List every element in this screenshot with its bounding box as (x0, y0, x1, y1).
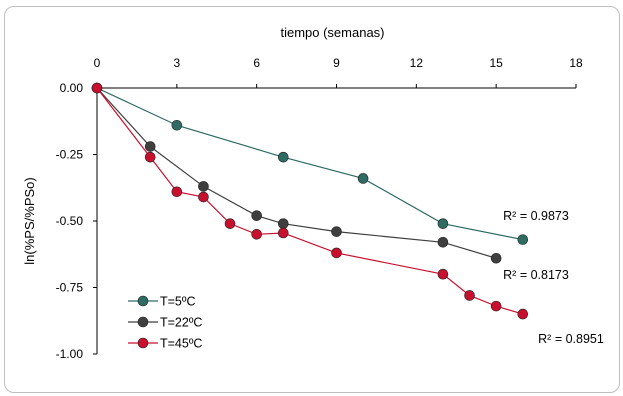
data-point (464, 290, 475, 301)
series-1 (91, 82, 529, 245)
data-point (277, 218, 289, 229)
data-point (331, 247, 342, 259)
y-tick-label: -1.00 (56, 347, 84, 361)
legend-label: T=22ºC (160, 316, 202, 330)
data-point (251, 229, 262, 240)
data-point (277, 227, 289, 239)
y-tick-label: -0.75 (56, 281, 84, 295)
data-point (437, 218, 449, 229)
x-tick-label: 15 (489, 56, 503, 70)
data-point (357, 173, 369, 184)
data-point (198, 181, 209, 192)
data-point (251, 210, 262, 221)
data-point (171, 119, 183, 131)
data-point (490, 300, 502, 312)
data-point (144, 151, 156, 163)
r2-label: R² = 0.8173 (503, 268, 569, 282)
data-point (517, 308, 529, 320)
x-tick-label: 12 (410, 56, 424, 70)
y-tick-label: -0.50 (56, 214, 84, 228)
y-tick-label: -0.25 (56, 148, 84, 162)
legend-swatch-marker (137, 295, 149, 307)
legend: T=5ºC T=22ºC T=45ºC (128, 295, 202, 351)
series-2 (91, 82, 502, 264)
y-ticks: 0.00 -0.25 -0.50 -0.75 -1.00 (56, 81, 97, 361)
x-tick-label: 3 (173, 56, 180, 70)
data-point (198, 191, 209, 203)
data-point (277, 151, 289, 163)
legend-item: T=45ºC (128, 337, 202, 351)
legend-swatch-marker (137, 337, 149, 349)
data-point (171, 186, 183, 198)
x-tick-label: 6 (253, 56, 260, 70)
x-tick-label: 0 (94, 56, 101, 70)
series-line (96, 87, 523, 241)
series-line (96, 87, 497, 259)
x-tick-label: 9 (333, 56, 340, 70)
y-axis-title: ln(%PS/%PSo) (22, 177, 37, 264)
legend-label: T=5ºC (160, 295, 195, 309)
x-axis-title: tiempo (semanas) (280, 25, 384, 40)
legend-item: T=5ºC (128, 295, 195, 309)
r2-labels: R² = 0.9873 R² = 0.8173 R² = 0.8951 (503, 209, 604, 346)
data-point (331, 226, 342, 237)
legend-label: T=45ºC (160, 337, 202, 351)
axes: 0 3 6 9 12 15 18 0.00 -0.25 -0.50 -0.75 -1.00 tiem… (22, 25, 583, 361)
data-point (144, 141, 156, 152)
r2-label: R² = 0.8951 (538, 332, 604, 346)
data-point (517, 234, 529, 245)
data-point (91, 82, 103, 94)
x-ticks: 0 3 6 9 12 15 18 (94, 56, 583, 88)
data-point (490, 252, 502, 264)
data-point (437, 236, 449, 248)
series-line (96, 87, 523, 315)
legend-swatch-marker (137, 316, 149, 328)
r2-label: R² = 0.9873 (503, 209, 569, 223)
chart-frame (4, 6, 620, 393)
data-point (437, 268, 449, 280)
legend-item: T=22ºC (128, 316, 202, 330)
x-tick-label: 18 (569, 56, 583, 70)
series-3 (91, 82, 529, 320)
data-point (224, 218, 236, 229)
series-group (91, 82, 529, 320)
y-tick-label: 0.00 (60, 81, 84, 95)
